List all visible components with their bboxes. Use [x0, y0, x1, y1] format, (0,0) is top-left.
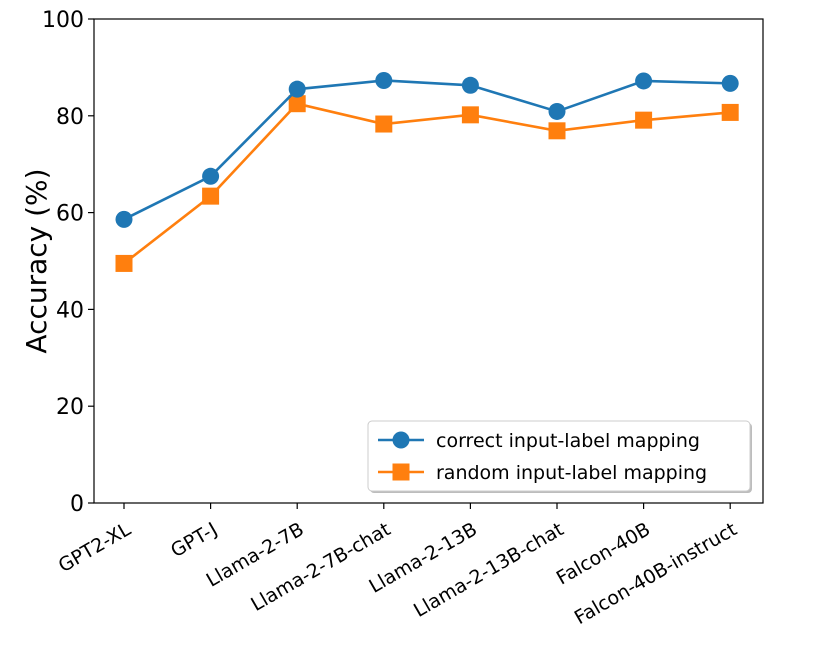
data-point [635, 72, 653, 90]
y-tick-label: 80 [56, 105, 84, 130]
data-point [635, 111, 653, 129]
data-point [288, 80, 306, 98]
y-tick-label: 20 [56, 395, 84, 420]
y-axis-label: Accuracy (%) [20, 168, 53, 353]
data-point [721, 103, 739, 121]
data-point [548, 102, 566, 120]
data-point [288, 95, 306, 113]
plot-frame [93, 18, 764, 504]
y-tick-label: 0 [70, 492, 84, 517]
legend-label: random input-label mapping [436, 462, 707, 484]
legend-box [367, 420, 751, 492]
y-axis-ticks: 0 20 40 60 80 100 [42, 8, 94, 517]
legend-marker [392, 463, 410, 481]
data-point [115, 254, 133, 272]
data-point [548, 122, 566, 140]
legend-label: correct input-label mapping [436, 430, 700, 452]
data-point [202, 187, 220, 205]
series-random [115, 95, 739, 272]
data-point [461, 76, 479, 94]
y-tick-label: 60 [56, 202, 84, 227]
data-point [721, 74, 739, 92]
series-correct [115, 71, 739, 228]
data-point [375, 71, 393, 89]
data-point [115, 210, 133, 228]
y-tick-label: 40 [56, 298, 84, 323]
series-line [123, 102, 731, 265]
data-point [202, 167, 220, 185]
series-layer [115, 71, 739, 272]
y-tick-label: 100 [42, 8, 84, 33]
legend: correct input-label mapping random input-… [367, 420, 752, 493]
data-point [461, 106, 479, 124]
series-line [123, 79, 731, 221]
legend-marker [392, 431, 410, 449]
data-point [375, 115, 393, 133]
